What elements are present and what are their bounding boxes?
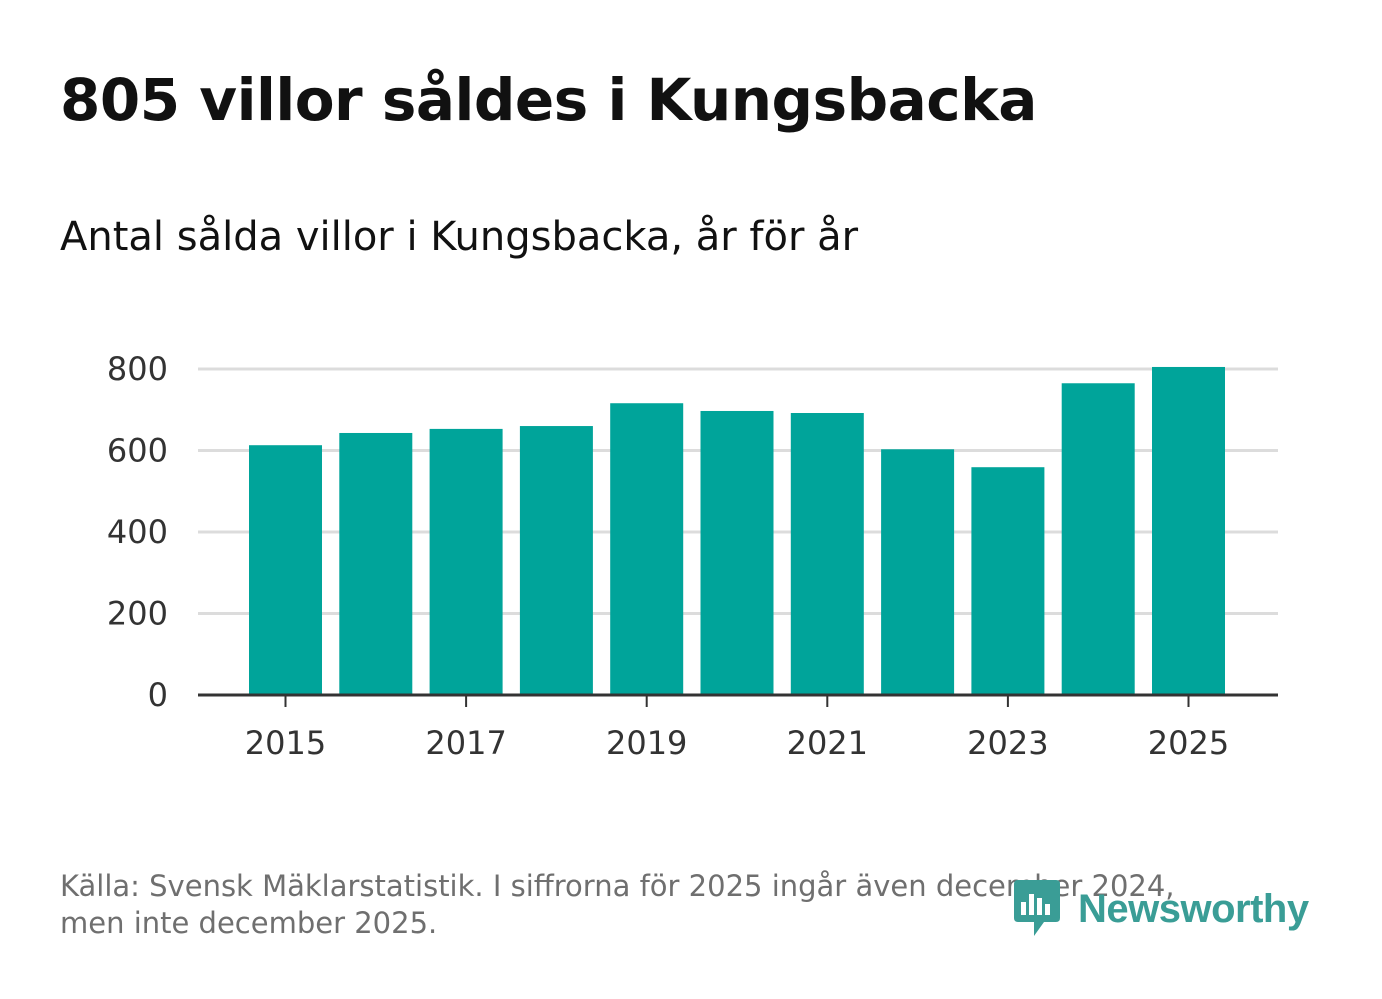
chart-subtitle: Antal sålda villor i Kungsbacka, år för … xyxy=(60,214,859,260)
y-tick-label: 600 xyxy=(107,432,168,470)
y-tick-label: 800 xyxy=(107,350,168,388)
source-note-line-1: Källa: Svensk Mäklarstatistik. I siffror… xyxy=(60,869,1175,903)
bar-2023 xyxy=(971,467,1045,695)
x-tick-label: 2023 xyxy=(967,724,1048,762)
source-note-line-2: men inte december 2025. xyxy=(60,906,438,940)
brand-name: Newsworthy xyxy=(1078,886,1309,931)
bar-2017 xyxy=(429,428,503,695)
y-tick-label: 400 xyxy=(107,513,168,551)
bar-2019 xyxy=(610,403,684,695)
bar-2025 xyxy=(1152,366,1225,695)
x-tick-label: 2025 xyxy=(1148,724,1229,762)
source-note: Källa: Svensk Mäklarstatistik. I siffror… xyxy=(60,868,1290,942)
x-tick-label: 2017 xyxy=(425,724,506,762)
bar-2022 xyxy=(881,449,955,695)
bar-2024 xyxy=(1061,383,1135,695)
bar-2018 xyxy=(519,426,593,695)
y-tick-label: 200 xyxy=(107,595,168,633)
x-tick-label: 2021 xyxy=(787,724,868,762)
chart-title: 805 villor såldes i Kungsbacka xyxy=(60,66,1037,134)
newsworthy-logo-icon xyxy=(1014,880,1060,936)
bar-2020 xyxy=(700,410,774,695)
bar-2016 xyxy=(339,432,413,695)
bar-2021 xyxy=(790,413,864,695)
x-tick-label: 2019 xyxy=(606,724,687,762)
newsworthy-logo: Newsworthy xyxy=(1010,878,1309,940)
y-tick-label: 0 xyxy=(148,676,168,714)
bar-2015 xyxy=(249,445,322,695)
x-tick-label: 2015 xyxy=(245,724,326,762)
